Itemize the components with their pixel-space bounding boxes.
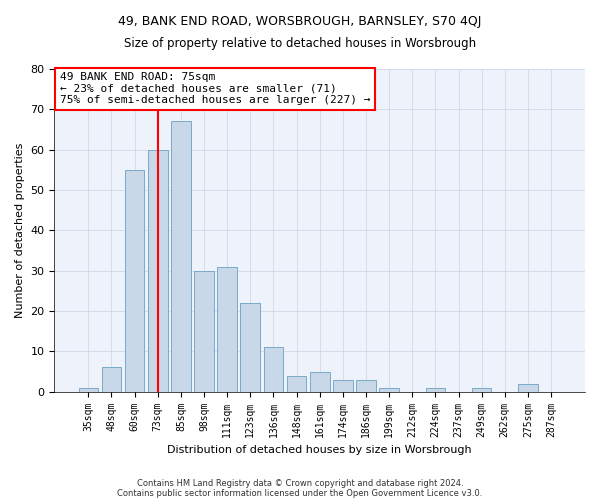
Bar (148, 150, 167, 392)
Text: Contains public sector information licensed under the Open Government Licence v3: Contains public sector information licen… (118, 488, 482, 498)
Text: 49 BANK END ROAD: 75sqm
← 23% of detached houses are smaller (71)
75% of semi-de: 49 BANK END ROAD: 75sqm ← 23% of detache… (60, 72, 370, 106)
Bar (263, 348, 283, 392)
Bar (518, 384, 538, 392)
Text: Size of property relative to detached houses in Worsbrough: Size of property relative to detached ho… (124, 38, 476, 51)
Bar (472, 388, 491, 392)
Bar (194, 270, 214, 392)
Bar (79, 388, 98, 392)
Bar (379, 388, 399, 392)
Bar (287, 376, 307, 392)
Y-axis label: Number of detached properties: Number of detached properties (15, 142, 25, 318)
Bar (310, 372, 329, 392)
Bar (356, 380, 376, 392)
Bar (217, 266, 237, 392)
X-axis label: Distribution of detached houses by size in Worsbrough: Distribution of detached houses by size … (167, 445, 472, 455)
Bar (171, 122, 191, 392)
Bar (101, 368, 121, 392)
Bar (425, 388, 445, 392)
Text: 49, BANK END ROAD, WORSBROUGH, BARNSLEY, S70 4QJ: 49, BANK END ROAD, WORSBROUGH, BARNSLEY,… (118, 15, 482, 28)
Text: Contains HM Land Registry data © Crown copyright and database right 2024.: Contains HM Land Registry data © Crown c… (137, 478, 463, 488)
Bar (125, 170, 145, 392)
Bar (333, 380, 353, 392)
Bar (241, 303, 260, 392)
